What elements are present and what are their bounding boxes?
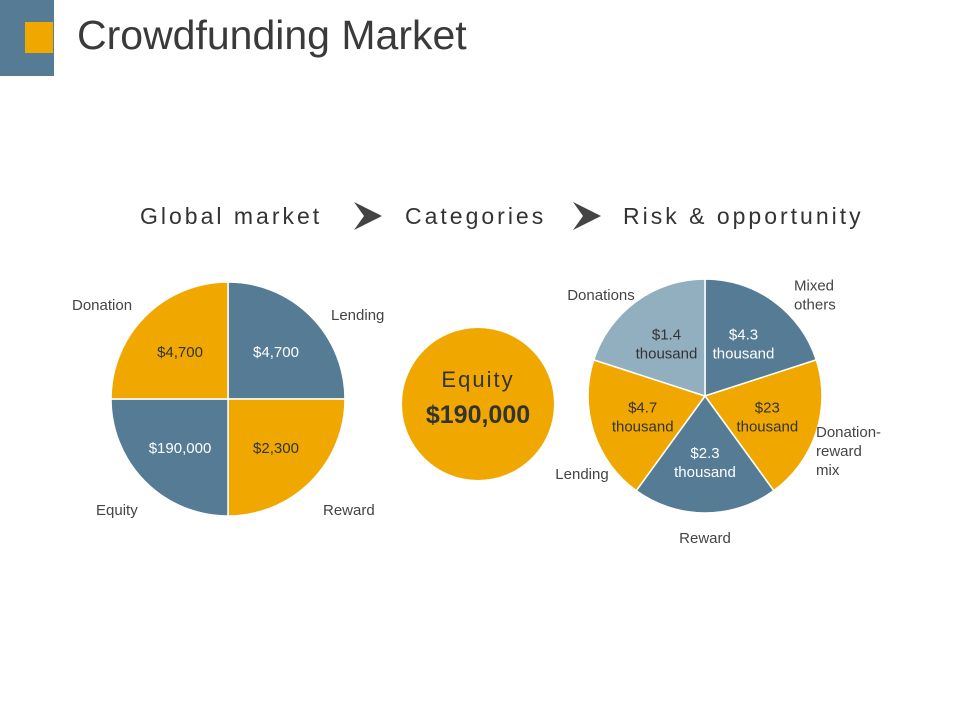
slice-category-label: Lending	[331, 307, 384, 324]
page-title: Crowdfunding Market	[77, 12, 467, 58]
slice-category-label: Reward	[323, 502, 375, 519]
pie-slice-lending	[587, 358, 707, 492]
pie-slice-reward	[227, 398, 346, 517]
slice-value-label: $190,000	[149, 440, 212, 457]
slice-value-label: $23 thousand	[736, 400, 798, 436]
step-categories: Categories	[405, 203, 547, 229]
pie-slice-donations	[592, 278, 706, 398]
title-accent-block	[0, 0, 54, 76]
slice-value-label: $4,700	[157, 344, 203, 361]
title-accent-square	[25, 22, 53, 53]
slice-value-label: $4.7 thousand	[612, 400, 674, 436]
step-risk-opportunity: Risk & opportunity	[623, 203, 864, 229]
slice-category-label: Reward	[679, 530, 731, 547]
slice-value-label: $2,300	[253, 440, 299, 457]
pie-slice-donation	[110, 281, 229, 400]
slice-value-label: $1.4 thousand	[636, 327, 698, 363]
equity-chart-title: Equity	[441, 367, 514, 392]
pie-slice-lending	[227, 281, 346, 400]
slice-category-label: Equity	[96, 502, 138, 519]
slice-value-label: $2.3 thousand	[674, 445, 736, 481]
pie-slice-mixed-others	[704, 278, 818, 398]
slice-category-label: Donations	[567, 287, 635, 304]
pie-slice-equity	[402, 328, 554, 480]
slice-category-label: Mixed others	[794, 278, 836, 314]
slice-category-label: Donation	[72, 297, 132, 314]
slice-value-label: $4.3 thousand	[713, 327, 775, 363]
pie-slice-donation-reward-mix	[703, 358, 823, 492]
pie-slice-equity	[110, 398, 229, 517]
chevron-right-icon	[354, 202, 382, 230]
step-global-market: Global market	[140, 203, 323, 229]
slice-value-label: $4,700	[253, 344, 299, 361]
chevron-right-icon	[573, 202, 601, 230]
slice-category-label: Donation-reward mix	[816, 424, 881, 479]
pie-slice-reward	[635, 394, 775, 514]
slice-category-label: Lending	[555, 466, 608, 483]
equity-value-label: $190,000	[426, 401, 530, 429]
